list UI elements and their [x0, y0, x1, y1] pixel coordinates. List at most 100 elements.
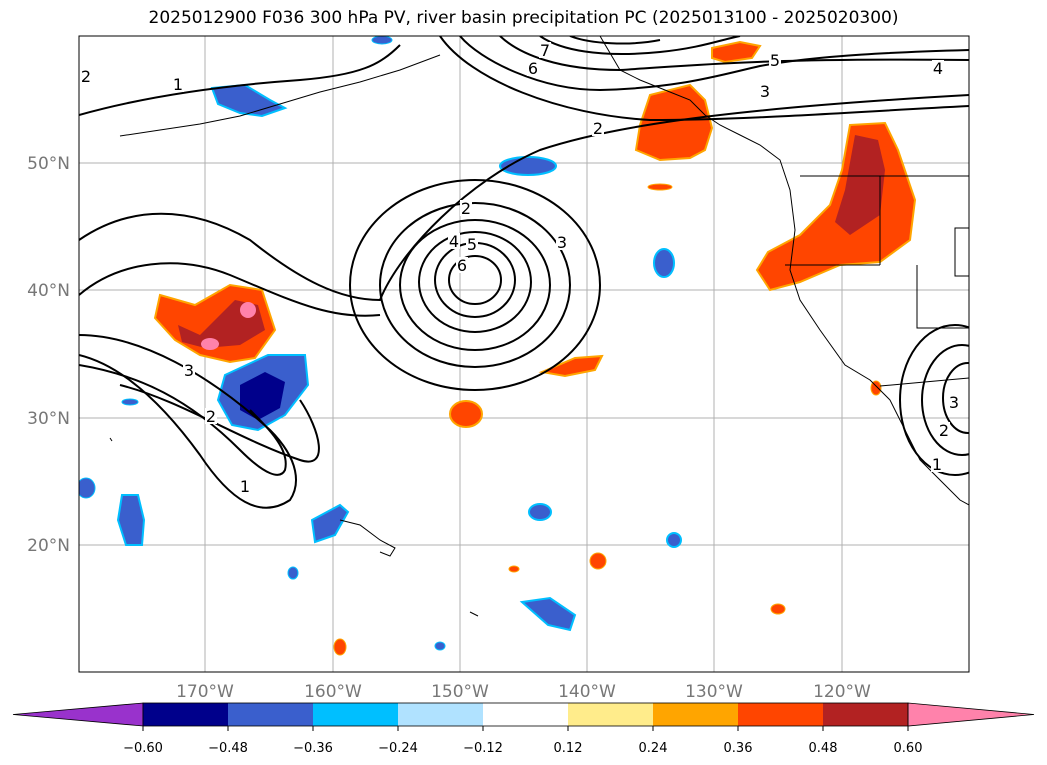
coastlines: [109, 36, 969, 617]
pv-contours: [79, 36, 969, 509]
colorbar-swatch: [653, 703, 738, 726]
precip-neg-e: [528, 503, 552, 521]
pv-contour-label: 5: [467, 235, 477, 254]
pv-label-bg: [448, 233, 460, 249]
pv-contour-label: 2: [461, 199, 471, 218]
pv-label-bg: [932, 60, 944, 76]
colorbar-tick-label: −0.60: [123, 741, 163, 756]
precip-neg-core: [240, 372, 285, 420]
pv-contour-label: 4: [449, 232, 459, 251]
pv-label-bg: [456, 257, 468, 273]
lat-label: 40°N: [27, 281, 70, 301]
pv-contour-label: 3: [949, 393, 959, 412]
colorbar-swatch: [738, 703, 823, 726]
lon-label: 160°W: [304, 682, 362, 702]
pv-label-bg: [527, 60, 539, 76]
pv-label-bg: [938, 422, 950, 438]
precip-shading: [79, 36, 917, 656]
lon-label: 120°W: [813, 682, 871, 702]
colorbar-tick-label: 0.48: [809, 741, 838, 756]
pv-contour-label: 4: [933, 59, 943, 78]
precip-neg-a: [499, 156, 557, 176]
pv-contour-label: 3: [557, 233, 567, 252]
precip-neg-d: [310, 503, 350, 544]
colorbar-tick-label: 0.12: [554, 741, 583, 756]
lat-label: 50°N: [27, 154, 70, 174]
colorbar-tick-label: 0.24: [639, 741, 668, 756]
colorbar-swatch: [143, 703, 228, 726]
precip-region-pnw: [634, 83, 714, 162]
precip-neg-k: [371, 36, 393, 45]
precip-neg-g: [666, 532, 682, 548]
lon-label: 130°W: [685, 682, 743, 702]
lat-label: 30°N: [27, 409, 70, 429]
colorbar-tick-label: −0.48: [208, 741, 248, 756]
pv-label-bg: [183, 362, 195, 378]
colorbar-tick-label: −0.36: [293, 741, 333, 756]
precip-positive: [153, 40, 917, 656]
precip-region-alaska: [711, 40, 762, 64]
pv-label-bg: [539, 42, 551, 58]
lat-label: 20°N: [27, 536, 70, 556]
precip-region-streak: [538, 354, 604, 378]
pv-contour-label: 3: [184, 361, 194, 380]
lon-label: 140°W: [558, 682, 616, 702]
colorbar-extend-low: [12, 702, 144, 727]
lon-label: 170°W: [176, 682, 234, 702]
lon-label: 150°W: [431, 682, 489, 702]
colorbar-tick-label: −0.12: [463, 741, 503, 756]
colorbar-outline: [142, 702, 909, 727]
precip-core-westcoast: [835, 135, 885, 235]
pv-contour-label: 2: [939, 421, 949, 440]
pv-label-bg: [172, 76, 184, 92]
precip-neg-f: [519, 596, 577, 632]
pv-label-bg: [769, 52, 781, 68]
pv-label-bg: [556, 234, 568, 250]
precip-neg-l: [434, 641, 446, 651]
pv-label-bg: [460, 200, 472, 216]
pv-contour-label: 2: [206, 407, 216, 426]
colorbar-tick-label: 0.36: [724, 741, 753, 756]
pv-contour-label: 3: [760, 82, 770, 101]
pv-label-bg: [592, 120, 604, 136]
colorbar-swatch: [823, 703, 908, 726]
pv-contour-label: 6: [457, 256, 467, 275]
precip-small-3: [770, 603, 786, 615]
precip-small-4: [333, 638, 347, 656]
pv-label-bg: [466, 236, 478, 252]
precip-neg-c: [116, 494, 146, 546]
pv-label-bg: [759, 83, 771, 99]
precip-small-5: [508, 565, 520, 573]
precip-neg-i: [79, 477, 96, 499]
precip-region-mid: [449, 400, 483, 428]
pv-contour-label: 7: [540, 41, 550, 60]
pv-contour-label: 1: [932, 455, 942, 474]
precip-max-central-a: [201, 338, 219, 350]
colorbar-tick-label: −0.24: [378, 741, 418, 756]
map-frame: [78, 35, 970, 673]
latitude-labels: 50°N 40°N 30°N 20°N: [27, 154, 70, 556]
pv-label-bg: [239, 478, 251, 494]
colorbar-extend-high: [907, 702, 1035, 727]
precip-small-2: [589, 552, 607, 570]
colorbar-swatch: [483, 703, 568, 726]
pv-label-bg: [948, 394, 960, 410]
colorbar-swatch: [398, 703, 483, 726]
pv-contour-label: 2: [81, 67, 91, 86]
pv-label-bg: [205, 408, 217, 424]
pv-contour-label: 1: [173, 75, 183, 94]
precip-max-central-b: [240, 302, 256, 318]
colorbar-swatch: [313, 703, 398, 726]
colorbar-swatch: [228, 703, 313, 726]
longitude-labels: 170°W 160°W 150°W 140°W 130°W 120°W: [176, 682, 871, 702]
pv-contour-label: 2: [593, 119, 603, 138]
precip-neg-b: [653, 248, 675, 278]
pv-contour-label: 6: [528, 59, 538, 78]
colorbar: −0.60 −0.48 −0.36 −0.24 −0.12 0.12 0.24 0.36 0.4…: [12, 702, 1035, 756]
pv-contour-label: 1: [240, 477, 250, 496]
pv-label-bg: [931, 456, 943, 472]
precip-neg-j: [121, 398, 139, 406]
